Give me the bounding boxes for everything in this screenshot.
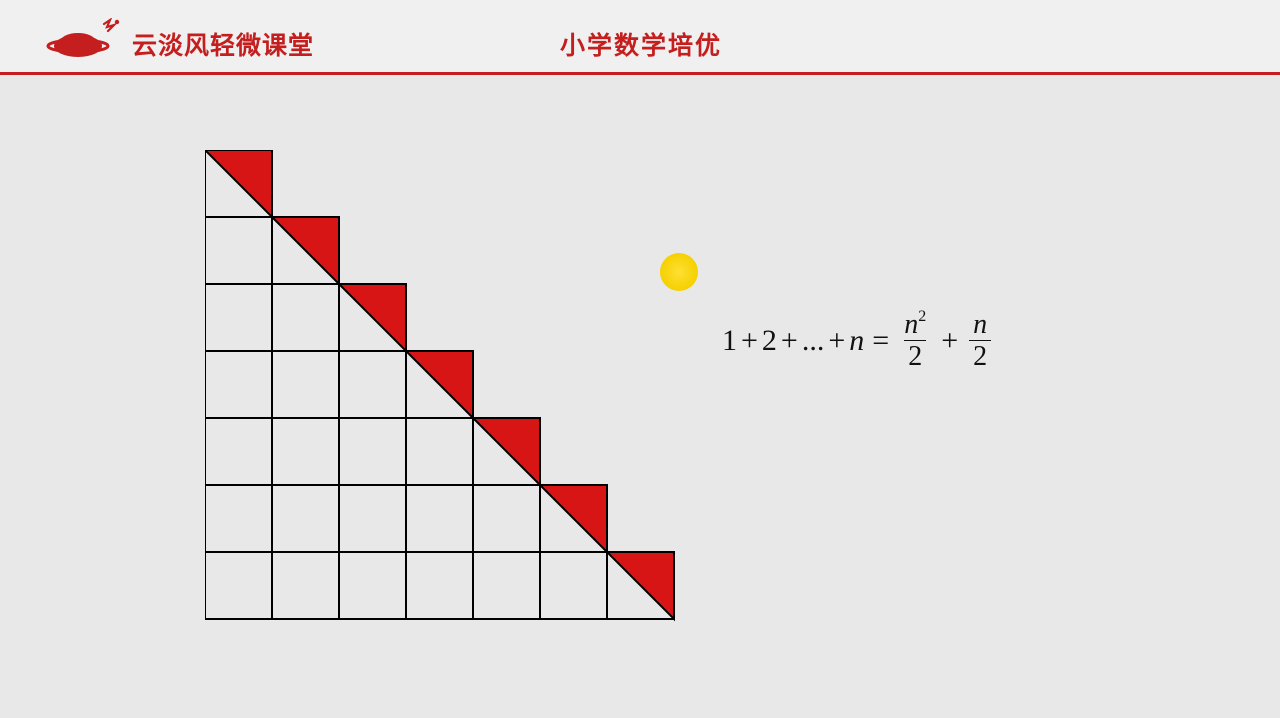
header-bar: 云淡风轻微课堂 小学数学培优 xyxy=(0,0,1280,75)
formula-lhs-n: n xyxy=(849,324,864,358)
formula-lhs-dots: ... xyxy=(802,324,825,358)
formula: 1 + 2 + ... + n = n2 2 + n 2 xyxy=(722,310,994,372)
page-subtitle: 小学数学培优 xyxy=(560,26,722,62)
formula-plus-rhs: + xyxy=(941,324,958,358)
formula-lhs-plus1: + xyxy=(741,324,758,358)
frac1-den: 2 xyxy=(904,340,926,371)
frac1-num-n: n xyxy=(904,309,918,340)
formula-frac1: n2 2 xyxy=(900,310,930,372)
formula-frac2: n 2 xyxy=(969,310,991,372)
formula-eq: = xyxy=(872,324,889,358)
brand-logo-icon xyxy=(42,18,124,62)
cursor-highlight-icon xyxy=(660,253,698,291)
formula-lhs-2: 2 xyxy=(762,324,777,358)
formula-lhs-plus3: + xyxy=(828,324,845,358)
frac1-num-exp: 2 xyxy=(918,308,926,325)
frac2-den: 2 xyxy=(969,340,991,371)
formula-lhs-1: 1 xyxy=(722,324,737,358)
brand-text: 云淡风轻微课堂 xyxy=(132,26,314,62)
staircase-diagram xyxy=(205,150,655,620)
frac2-num: n xyxy=(969,310,991,340)
formula-lhs-plus2: + xyxy=(781,324,798,358)
